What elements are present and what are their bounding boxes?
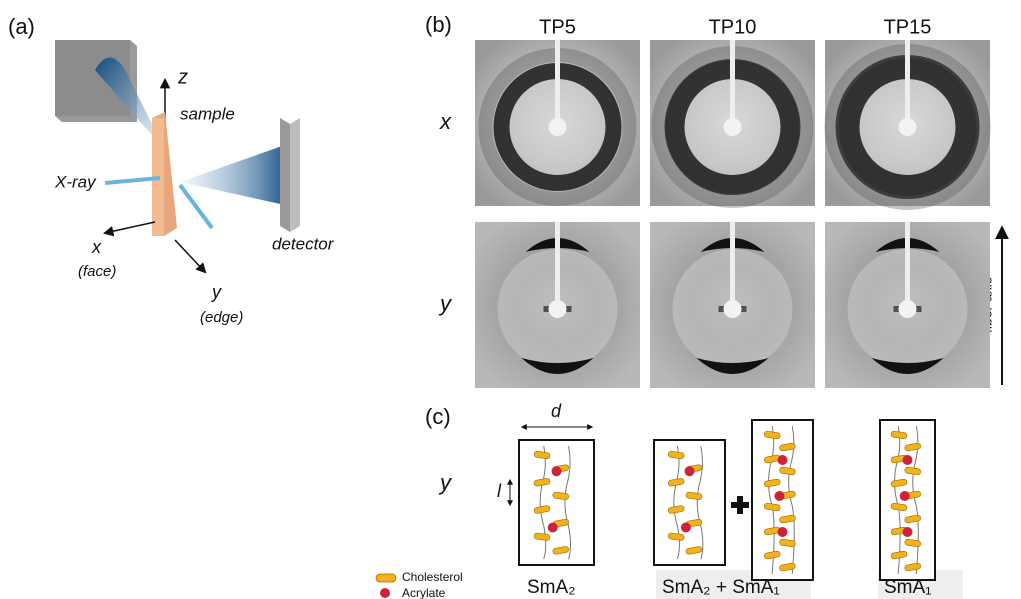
acrylate	[685, 466, 695, 476]
beamstop	[730, 222, 735, 309]
acrylate	[548, 523, 558, 533]
beamstop	[555, 40, 560, 127]
dim-label: l	[497, 481, 502, 501]
smectic-box	[880, 420, 935, 580]
axis-label: y	[210, 282, 222, 302]
acrylate	[903, 455, 913, 465]
beamstop-tip	[549, 300, 567, 318]
label: X-ray	[54, 172, 97, 191]
smectic-box	[519, 440, 594, 565]
panel-c: (c) y d l SmA₂ SmA₂ + SmA₁ SmA₁ Choleste…	[376, 401, 963, 599]
detector	[280, 118, 290, 232]
axis-label: z	[177, 66, 188, 88]
row-label: y	[438, 291, 453, 316]
diffraction-image	[825, 222, 990, 388]
column-label: TP15	[884, 16, 932, 38]
diffraction-image	[475, 40, 640, 206]
beamstop-tip	[549, 118, 567, 136]
axis-label: x	[91, 237, 102, 257]
scatter-cone	[180, 145, 293, 205]
box	[752, 420, 813, 580]
panel-label: (b)	[425, 12, 452, 37]
column-label: TP5	[539, 16, 576, 38]
label: detector	[272, 234, 335, 253]
acrylate	[774, 491, 784, 501]
beamstop	[730, 40, 735, 127]
acrylate	[903, 527, 913, 537]
legend-acrylate	[380, 588, 390, 598]
acrylate	[778, 455, 788, 465]
acrylate	[552, 466, 562, 476]
dim-label: d	[551, 401, 562, 421]
panel-label: (a)	[8, 14, 35, 39]
beamstop-tip	[724, 118, 742, 136]
figure: (a) z sample X-ray detector x (face) y (…	[0, 0, 1021, 599]
legend-cholesterol	[376, 574, 396, 582]
axis-desc: (face)	[78, 263, 116, 280]
axis-desc: (edge)	[200, 309, 243, 326]
smectic-box	[654, 440, 725, 565]
panel-a: (a) z sample X-ray detector x (face) y (…	[8, 14, 335, 326]
panel-label: (c)	[425, 404, 451, 429]
y-arrow	[175, 240, 205, 272]
diffraction-image	[650, 40, 815, 206]
beamstop-tip	[724, 300, 742, 318]
detector-side	[290, 118, 300, 232]
diffraction-image	[825, 40, 990, 206]
acrylate	[778, 527, 788, 537]
diffraction-image	[650, 222, 815, 388]
beamstop-tip	[899, 118, 917, 136]
box	[654, 440, 725, 565]
acrylate	[681, 523, 691, 533]
column-label: TP10	[709, 16, 757, 38]
beamstop	[555, 222, 560, 309]
acrylate	[900, 491, 910, 501]
x-arrow	[105, 222, 155, 233]
smectic-box	[752, 420, 813, 580]
row-label: y	[438, 470, 453, 495]
diffraction-image	[475, 222, 640, 388]
label: sample	[180, 104, 235, 123]
row-label: x	[439, 109, 452, 134]
beamstop	[905, 222, 910, 309]
legend-label: Acrylate	[402, 586, 446, 599]
legend-label: Cholesterol	[402, 570, 463, 584]
phase-label: SmA₂	[527, 577, 576, 598]
beamstop-tip	[899, 300, 917, 318]
xray-beam	[180, 185, 212, 228]
plus	[731, 496, 749, 514]
box	[519, 440, 594, 565]
xray-beam	[105, 178, 160, 183]
beamstop	[905, 40, 910, 127]
